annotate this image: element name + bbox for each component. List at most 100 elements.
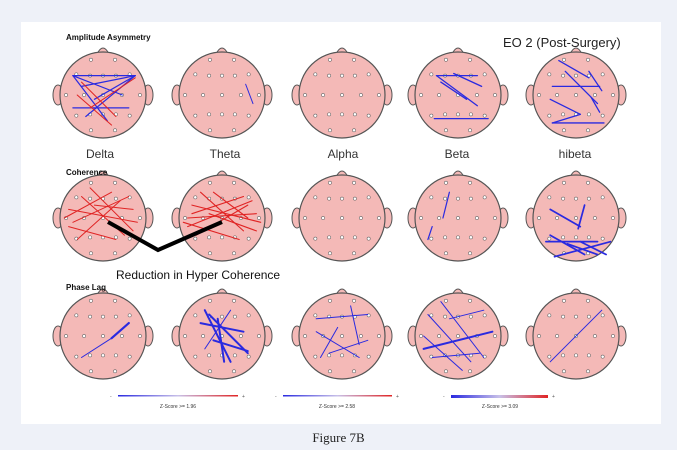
electrode	[547, 195, 552, 200]
electrode	[537, 93, 541, 97]
electrode	[340, 196, 344, 201]
connection-phase-lag-alpha	[315, 331, 360, 358]
electrode	[246, 113, 251, 118]
connection-amplitude-delta	[76, 94, 113, 126]
electrode	[574, 73, 578, 78]
electrode	[340, 73, 344, 78]
head-coherence-beta	[407, 170, 509, 262]
electrode	[586, 298, 590, 303]
electrode	[493, 93, 497, 97]
electrode	[493, 216, 497, 220]
electrode	[429, 72, 434, 77]
electrode	[113, 369, 117, 374]
electrode	[574, 353, 578, 358]
head-amplitude-beta	[407, 47, 509, 139]
connection-coherence-theta	[212, 191, 249, 219]
electrode	[574, 93, 578, 97]
electrode	[328, 369, 332, 374]
electrode	[587, 235, 591, 240]
electrode	[562, 369, 566, 374]
connection-amplitude-hibeta	[558, 59, 590, 79]
electrode	[600, 113, 605, 118]
connection-coherence-beta	[427, 226, 433, 241]
electrode	[303, 93, 307, 97]
electrode	[208, 298, 212, 303]
head-phase-lag-theta	[171, 288, 273, 380]
electrode	[593, 93, 597, 97]
electrode	[313, 354, 318, 359]
electrode	[340, 235, 344, 240]
electrode	[468, 128, 472, 133]
electrode	[587, 112, 591, 117]
electrode	[193, 113, 198, 118]
electrode	[352, 57, 356, 62]
electrode	[193, 236, 198, 241]
electrode	[468, 251, 472, 256]
electrode	[555, 93, 559, 97]
electrode	[456, 334, 460, 338]
electrode	[74, 195, 79, 200]
electrode	[468, 235, 473, 240]
connection-coherence-theta	[187, 200, 253, 228]
electrode	[220, 314, 224, 319]
electrode	[89, 128, 93, 133]
electrode	[127, 354, 132, 359]
electrode	[366, 354, 371, 359]
electrode	[114, 314, 118, 319]
band-label-hibeta: hibeta	[559, 147, 592, 161]
electrode	[89, 251, 93, 256]
electrode	[429, 195, 434, 200]
legend-label-3: Z-Score >= 3.09	[482, 404, 518, 410]
electrode	[561, 235, 566, 240]
electrode	[600, 236, 605, 241]
electrode	[586, 180, 590, 185]
electrode	[232, 369, 236, 374]
electrode	[444, 251, 448, 256]
electrode	[600, 72, 605, 77]
electrode	[232, 298, 236, 303]
electrode	[493, 334, 497, 338]
electrode	[352, 369, 356, 374]
electrode	[183, 216, 187, 220]
electrode	[74, 113, 79, 118]
electrode	[429, 113, 434, 118]
electrode	[208, 180, 212, 185]
connection-coherence-delta	[93, 204, 134, 210]
connection-amplitude-beta	[435, 75, 479, 107]
electrode	[101, 353, 105, 358]
electrode	[377, 216, 381, 220]
electrode	[555, 216, 559, 220]
connection-coherence-hibeta	[579, 240, 607, 256]
electrode	[328, 251, 332, 256]
connection-phase-lag-theta	[199, 322, 245, 333]
legend-plus: +	[396, 394, 399, 400]
electrode	[208, 369, 212, 374]
electrode	[377, 334, 381, 338]
head-phase-lag-beta	[407, 288, 509, 380]
electrode	[232, 128, 236, 133]
connection-coherence-hibeta	[549, 234, 586, 256]
electrode	[419, 334, 423, 338]
electrode	[257, 93, 261, 97]
legend-bar-2	[283, 395, 392, 397]
connection-phase-lag-alpha	[315, 314, 369, 320]
electrode	[562, 180, 566, 185]
connection-amplitude-delta	[93, 75, 136, 100]
band-label-alpha: Alpha	[328, 147, 359, 161]
electrode	[352, 112, 357, 117]
electrode	[257, 216, 261, 220]
connection-amplitude-delta	[80, 75, 136, 88]
electrode	[419, 216, 423, 220]
connection-phase-lag-theta	[212, 339, 249, 353]
electrode	[366, 236, 371, 241]
electrode	[600, 195, 605, 200]
connection-amplitude-hibeta	[549, 98, 581, 115]
electrode	[429, 236, 434, 241]
electrode	[561, 112, 566, 117]
electrode	[327, 196, 332, 201]
electrode	[321, 93, 325, 97]
zscore-legends: - + - + - +	[110, 394, 555, 400]
head-amplitude-hibeta	[525, 47, 627, 139]
electrode	[183, 93, 187, 97]
electrode	[82, 93, 86, 97]
